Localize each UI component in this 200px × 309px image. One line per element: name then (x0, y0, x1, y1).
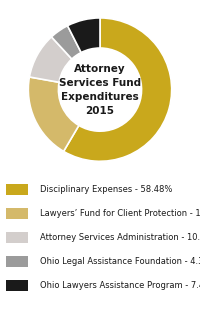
FancyBboxPatch shape (6, 256, 28, 268)
FancyBboxPatch shape (6, 208, 28, 219)
Wedge shape (51, 26, 81, 59)
Wedge shape (64, 18, 172, 161)
Wedge shape (68, 18, 100, 53)
Text: Ohio Legal Assistance Foundation - 4.36%: Ohio Legal Assistance Foundation - 4.36% (40, 257, 200, 266)
Text: Lawyers’ Fund for Client Protection - 19.34%: Lawyers’ Fund for Client Protection - 19… (40, 209, 200, 218)
Wedge shape (29, 37, 72, 82)
FancyBboxPatch shape (6, 184, 28, 195)
Text: Disciplinary Expenses - 58.48%: Disciplinary Expenses - 58.48% (40, 185, 172, 194)
Text: Attorney Services Administration - 10.34%: Attorney Services Administration - 10.34… (40, 233, 200, 242)
Text: Ohio Lawyers Assistance Program - 7.48%: Ohio Lawyers Assistance Program - 7.48% (40, 281, 200, 290)
FancyBboxPatch shape (6, 232, 28, 243)
FancyBboxPatch shape (6, 280, 28, 291)
Text: Attorney
Services Fund
Expenditures
2015: Attorney Services Fund Expenditures 2015 (59, 64, 141, 116)
Wedge shape (28, 77, 79, 151)
